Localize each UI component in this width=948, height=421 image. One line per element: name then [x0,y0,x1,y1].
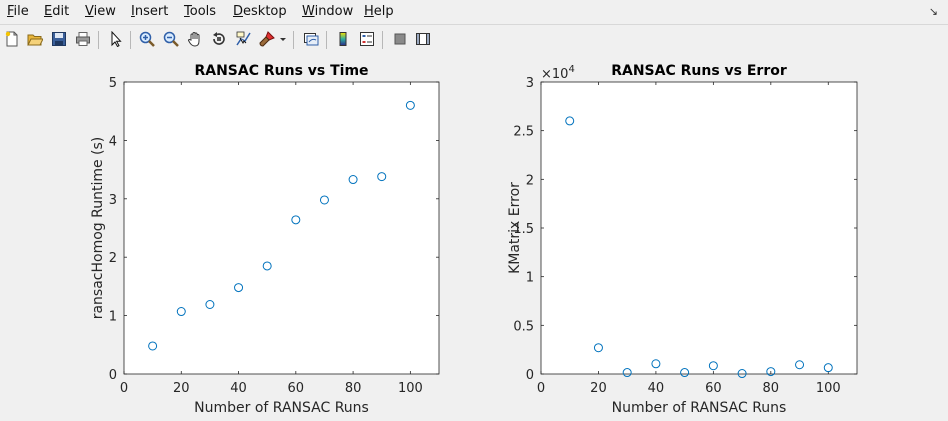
y-tick-label: 1.5 [513,222,534,237]
menu-bar: File Edit View Insert Tools Desktop Wind… [0,0,948,23]
data-point [262,261,272,271]
data-point [234,283,244,293]
x-tick-label: 100 [816,381,841,396]
data-point [823,363,833,373]
data-point [795,360,805,370]
new-figure-icon[interactable] [3,30,21,48]
save-icon[interactable] [50,30,68,48]
x-tick-label: 40 [230,381,247,396]
brush-icon[interactable] [258,30,276,48]
menu-edit[interactable]: Edit [44,4,70,19]
menu-help[interactable]: Help [364,4,394,19]
pan-hand-icon[interactable] [186,30,204,48]
zoom-out-icon[interactable] [162,30,180,48]
y-axis-label: KMatrix Error [507,182,523,274]
toolbar-separator [326,31,327,49]
data-point [176,307,186,317]
x-tick-label: 60 [288,381,305,396]
y-tick-label: 1 [109,310,117,325]
menu-insert[interactable]: Insert [131,4,169,19]
y-tick-label: 0 [526,368,534,383]
chart-title: RANSAC Runs vs Error [611,63,787,79]
hide-plot-tools-icon[interactable] [391,30,409,48]
colorbar-icon[interactable] [334,30,352,48]
data-point [319,195,329,205]
plot-area [123,81,440,375]
print-icon[interactable] [74,30,92,48]
x-tick-label: 40 [648,381,665,396]
toolbar-separator [293,31,294,49]
y-tick-label: 4 [109,134,117,149]
toolbar-separator [130,31,131,49]
y-tick-label: 2 [526,173,534,188]
x-tick-label: 20 [590,381,607,396]
open-file-icon[interactable] [26,30,44,48]
chart-title: RANSAC Runs vs Time [194,63,368,79]
menu-file[interactable]: File [7,4,29,19]
y-exponent-power: 4 [568,64,574,75]
x-axis-label: Number of RANSAC Runs [194,400,369,416]
data-point [348,175,358,185]
toolbar-separator [98,31,99,49]
data-point [708,361,718,371]
y-tick-label: 0.5 [513,319,534,334]
data-point [766,367,776,377]
x-tick-label: 0 [120,381,128,396]
y-tick-label: 2.5 [513,125,534,140]
plot-area [540,81,858,375]
menu-window[interactable]: Window [302,4,354,19]
data-point [565,116,575,126]
y-tick-label: 3 [109,193,117,208]
menu-view[interactable]: View [85,4,116,19]
y-tick-label: 5 [109,76,117,91]
data-point [651,359,661,369]
x-tick-label: 80 [345,381,362,396]
menu-desktop[interactable]: Desktop [233,4,287,19]
data-cursor-icon[interactable] [234,30,252,48]
y-tick-label: 1 [526,271,534,286]
y-tick-label: 2 [109,251,117,266]
data-point [291,215,301,225]
y-tick-label: 0 [109,368,117,383]
brush-dropdown-icon[interactable] [278,30,288,48]
link-plot-icon[interactable] [302,30,320,48]
rotate-3d-icon[interactable] [210,30,228,48]
data-point [377,172,387,182]
data-point [593,343,603,353]
y-axis-label: ransacHomog Runtime (s) [90,137,106,320]
data-point [148,341,158,351]
data-point [405,100,415,110]
toolbar-separator [382,31,383,49]
legend-icon[interactable] [358,30,376,48]
x-tick-label: 100 [398,381,423,396]
y-exponent-label: ×104 [541,64,575,82]
x-tick-label: 80 [763,381,780,396]
y-tick-label: 3 [526,76,534,91]
zoom-in-icon[interactable] [138,30,156,48]
runtime-plot[interactable]: 0 20 40 60 80 100 0 1 2 3 4 5 RANSAC Runs vs Time Num… [90,63,440,416]
data-point [622,368,632,378]
menu-tools[interactable]: Tools [184,4,217,19]
x-tick-label: 0 [537,381,545,396]
data-point [205,300,215,310]
figure-toolbar [0,24,948,56]
y-exponent-base: ×10 [541,67,568,82]
data-point [737,369,747,379]
show-plot-tools-icon[interactable] [414,30,432,48]
figure-area: 0 20 40 60 80 100 0 1 2 3 4 5 RANSAC Runs vs Time Num… [0,55,948,417]
x-tick-label: 20 [173,381,190,396]
x-tick-label: 60 [705,381,722,396]
error-plot[interactable]: 0 20 40 60 80 100 0 0.5 1 1.5 2 2.5 3 ×104 RANSAC Runs… [507,63,858,416]
select-arrow-icon[interactable] [107,30,125,48]
x-axis-label: Number of RANSAC Runs [612,400,787,416]
menu-overflow-icon[interactable]: ↘ [928,5,938,18]
data-point [680,368,690,378]
